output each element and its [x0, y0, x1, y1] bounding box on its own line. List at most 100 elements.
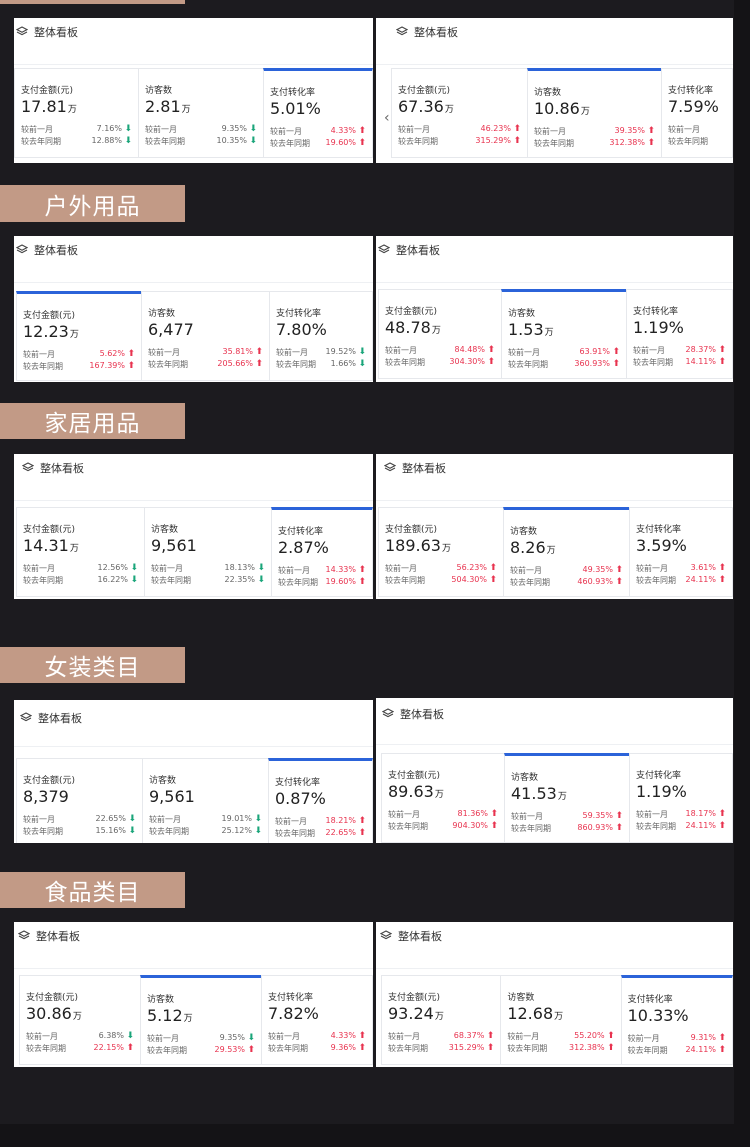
metric-card-amount[interactable]: 支付金额(元) 189.63万 较前一月 56.23% ⬆ 较去年同期 504.… [378, 507, 503, 597]
panel-title: 整体看板 [34, 26, 78, 39]
metric-card-visitors[interactable]: 访客数 41.53万 较前一月 59.35% ⬆ 较去年同期 860.93% ⬆ [504, 753, 629, 843]
compare-value: 35.81% [222, 347, 253, 356]
compare-row-month: 较前一月 22.65% ⬇ [23, 814, 136, 825]
compare-row-year: 较去年同期 24.11% ⬆ [636, 575, 726, 586]
arrow-up-icon: ⬆ [487, 345, 495, 355]
metric-card-conversion[interactable]: 支付转化率 1.19% 较前一月 28.37% ⬆ 较去年同期 14.11% ⬆ [626, 289, 733, 379]
compare-value: 46.23% [480, 124, 511, 133]
panel-title: 整体看板 [38, 712, 82, 725]
metric-card-visitors[interactable]: 访客数 12.68万 较前一月 55.20% ⬆ 较去年同期 312.38% ⬆ [500, 975, 621, 1065]
layers-icon [384, 461, 397, 475]
metric-value-number: 89.63 [388, 782, 434, 801]
compare-label: 较去年同期 [23, 576, 63, 585]
compare-row-year: 较去年同期 14.11% ⬆ [633, 357, 726, 368]
compare-value: 904.30% [452, 821, 488, 830]
compare-value: 19.60% [325, 138, 356, 147]
arrow-down-icon: ⬇ [249, 124, 257, 134]
arrow-up-icon: ⬆ [358, 577, 366, 587]
compare-value: 19.60% [325, 577, 356, 586]
metric-value-number: 14.31 [23, 536, 69, 555]
compare-value: 29.53% [214, 1045, 245, 1054]
panel-title: 整体看板 [414, 26, 458, 39]
compare-value: 25.12% [221, 826, 252, 835]
arrow-up-icon: ⬆ [490, 809, 498, 819]
compare-label: 较去年同期 [636, 576, 676, 585]
metric-card-conversion[interactable]: 支付转化率 10.33% 较前一月 9.31% ⬆ 较去年同期 24.11% ⬆ [620, 975, 733, 1065]
metric-card-amount[interactable]: 支付金额(元) 89.63万 较前一月 81.36% ⬆ 较去年同期 904.3… [381, 753, 504, 843]
compare-label: 较前一月 [149, 815, 181, 824]
compare-value: 9.36% [330, 1043, 356, 1052]
arrow-down-icon: ⬇ [358, 359, 366, 369]
metric-card-conversion[interactable]: 支付转化率 7.82% 较前一月 4.33% ⬆ 较去年同期 9.36% ⬆ [261, 975, 373, 1065]
metric-card-visitors[interactable]: 访客数 6,477 较前一月 35.81% ⬆ 较去年同期 205.66% ⬆ [141, 291, 269, 381]
divider [376, 64, 733, 65]
metric-value-number: 7.80% [276, 320, 327, 339]
compare-row-year: 较去年同期 22.35% ⬇ [151, 575, 265, 586]
compare-value: 19.52% [325, 347, 356, 356]
compare-row-year: 较去年同期 25.12% ⬇ [149, 826, 262, 837]
metric-value: 9,561 [151, 536, 198, 555]
compare-label: 较去年同期 [147, 1046, 187, 1055]
metric-value: 89.63万 [388, 782, 444, 801]
compare-row-month: 较前一月 46.23% ⬆ [398, 124, 521, 135]
metric-unit: 万 [557, 792, 567, 802]
compare-value: 312.38% [569, 1043, 605, 1052]
arrow-up-icon: ⬆ [718, 1033, 726, 1043]
compare-label: 较前一月 [388, 810, 420, 819]
compare-row-year: 较去年同期 9.36% ⬆ [268, 1043, 366, 1054]
compare-row-year: 较去年同期 19.60% ⬆ [270, 138, 366, 149]
compare-value: 24.11% [685, 1045, 716, 1054]
metric-card-conversion[interactable]: 支付转化率 5.01% 较前一月 4.33% ⬆ 较去年同期 19.60% ⬆ [263, 68, 373, 158]
metric-card-visitors[interactable]: 访客数 2.81万 较前一月 9.35% ⬇ 较去年同期 10.35% ⬇ [138, 68, 263, 158]
metric-card-conversion[interactable]: 支付转化率 7.80% 较前一月 19.52% ⬇ 较去年同期 1.66% ⬇ [269, 291, 373, 381]
metric-card-conversion[interactable]: 支付转化率 0.87% 较前一月 18.21% ⬆ 较去年同期 22.65% ⬆ [268, 758, 373, 843]
divider [376, 282, 733, 283]
compare-value: 9.35% [221, 124, 247, 133]
metric-card-amount[interactable]: 支付金额(元) 14.31万 较前一月 12.56% ⬇ 较去年同期 16.22… [16, 507, 144, 597]
arrow-up-icon: ⬆ [513, 124, 521, 134]
layers-icon [382, 707, 395, 721]
panel-header: 整体看板 [376, 18, 733, 46]
metric-unit: 万 [441, 544, 451, 554]
metric-card-conversion[interactable]: 支付转化率 2.87% 较前一月 14.33% ⬆ 较去年同期 19.60% ⬆ [271, 507, 373, 597]
metric-card-conversion[interactable]: 支付转化率 3.59% 较前一月 3.61% ⬆ 较去年同期 24.11% ⬆ [629, 507, 733, 597]
metric-card-amount[interactable]: 支付金额(元) 17.81万 较前一月 7.16% ⬇ 较去年同期 12.88%… [14, 68, 138, 158]
arrow-up-icon: ⬆ [358, 828, 366, 838]
panel-header: 整体看板 [14, 704, 373, 732]
metric-label: 支付金额(元) [385, 525, 438, 535]
metric-card-amount[interactable]: 支付金额(元) 8,379 较前一月 22.65% ⬇ 较去年同期 15.16%… [16, 758, 142, 843]
arrow-up-icon: ⬆ [255, 359, 263, 369]
metric-value: 1.19% [633, 318, 685, 337]
metric-cards: 支付金额(元) 14.31万 较前一月 12.56% ⬇ 较去年同期 16.22… [16, 507, 373, 597]
metric-value-number: 41.53 [511, 784, 557, 803]
arrow-up-icon: ⬆ [615, 823, 623, 833]
compare-label: 较前一月 [148, 348, 180, 357]
chevron-left-icon[interactable]: ‹ [384, 110, 390, 126]
arrow-down-icon: ⬇ [254, 826, 262, 836]
metric-card-amount[interactable]: 支付金额(元) 67.36万 较前一月 46.23% ⬆ 较去年同期 315.2… [391, 68, 527, 158]
metric-card-amount[interactable]: 支付金额(元) 12.23万 较前一月 5.62% ⬆ 较去年同期 167.39… [16, 291, 141, 381]
compare-label: 较前一月 [151, 564, 183, 573]
layers-icon [16, 25, 29, 39]
compare-label: 较前一月 [388, 1032, 420, 1041]
metric-card-visitors[interactable]: 访客数 5.12万 较前一月 9.35% ⬇ 较去年同期 29.53% ⬆ [140, 975, 261, 1065]
dashboard-panel: 整体看板 支付金额(元) 17.81万 较前一月 7.16% ⬇ 较去年同期 1… [14, 18, 373, 163]
metric-card-visitors[interactable]: 访客数 9,561 较前一月 19.01% ⬇ 较去年同期 25.12% ⬇ [142, 758, 268, 843]
metric-card-visitors[interactable]: 访客数 10.86万 较前一月 39.35% ⬆ 较去年同期 312.38% ⬆ [527, 68, 661, 158]
metric-card-amount[interactable]: 支付金额(元) 30.86万 较前一月 6.38% ⬇ 较去年同期 22.15%… [19, 975, 140, 1065]
metric-card-amount[interactable]: 支付金额(元) 93.24万 较前一月 68.37% ⬆ 较去年同期 315.2… [381, 975, 501, 1065]
metric-card-visitors[interactable]: 访客数 9,561 较前一月 18.13% ⬇ 较去年同期 22.35% ⬇ [144, 507, 271, 597]
metric-card-conversion[interactable]: 支付转化率 7.59% 较前一月 较去年同期 [661, 68, 733, 158]
compare-label: 较前一月 [633, 346, 665, 355]
metric-card-amount[interactable]: 支付金额(元) 48.78万 较前一月 84.48% ⬆ 较去年同期 304.3… [378, 289, 501, 379]
metric-card-visitors[interactable]: 访客数 8.26万 较前一月 49.35% ⬆ 较去年同期 460.93% ⬆ [503, 507, 629, 597]
metric-unit: 万 [554, 1012, 564, 1022]
arrow-up-icon: ⬆ [607, 1043, 615, 1053]
compare-row-year: 较去年同期 460.93% ⬆ [510, 577, 623, 588]
arrow-up-icon: ⬆ [255, 347, 263, 357]
metric-card-conversion[interactable]: 支付转化率 1.19% 较前一月 18.17% ⬆ 较去年同期 24.11% ⬆ [629, 753, 733, 843]
metric-card-visitors[interactable]: 访客数 1.53万 较前一月 63.91% ⬆ 较去年同期 360.93% ⬆ [501, 289, 626, 379]
compare-value: 360.93% [574, 359, 610, 368]
compare-label: 较前一月 [276, 348, 308, 357]
divider [14, 968, 373, 969]
